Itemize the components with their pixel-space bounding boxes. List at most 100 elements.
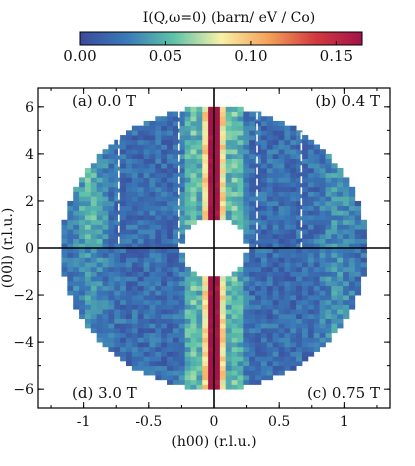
heatmap-cell — [190, 196, 197, 202]
heatmap-cell — [214, 285, 221, 291]
heatmap-cell — [214, 125, 221, 131]
heatmap-cell — [96, 191, 103, 197]
heatmap-cell — [114, 163, 121, 169]
heatmap-cell — [354, 252, 362, 258]
heatmap-cell — [84, 285, 92, 291]
heatmap-cell — [290, 248, 297, 254]
heatmap-cell — [243, 168, 250, 174]
heatmap-cell — [184, 313, 191, 319]
heatmap-cell — [196, 290, 203, 296]
heatmap-cell — [243, 365, 250, 371]
heatmap-cell — [202, 139, 209, 145]
heatmap-cell — [313, 299, 320, 305]
heatmap-cell — [290, 219, 297, 225]
heatmap-cell — [126, 210, 133, 216]
heatmap-cell — [290, 158, 297, 164]
heatmap-cell — [231, 116, 238, 122]
heatmap-cell — [167, 168, 174, 174]
heatmap-cell — [214, 342, 221, 348]
heatmap-cell — [337, 276, 344, 282]
heatmap-cell — [278, 337, 285, 343]
heatmap-cell — [161, 337, 168, 343]
heatmap-cell — [172, 375, 180, 381]
heatmap-cell — [260, 252, 268, 258]
heatmap-cell — [278, 342, 285, 348]
heatmap-cell — [231, 144, 238, 150]
heatmap-cell — [243, 200, 250, 207]
heatmap-cell — [196, 130, 203, 136]
heatmap-cell — [143, 163, 150, 169]
heatmap-cell — [278, 351, 285, 357]
heatmap-cell — [102, 318, 109, 324]
heatmap-cell — [143, 318, 150, 324]
heatmap-cell — [214, 182, 221, 188]
heatmap-cell — [260, 280, 268, 287]
heatmap-cell — [167, 370, 174, 376]
heatmap-cell — [278, 177, 285, 183]
heatmap-cell — [161, 290, 168, 296]
heatmap-cell — [278, 144, 285, 150]
heatmap-cell — [237, 332, 244, 338]
heatmap-cell — [114, 337, 121, 343]
heatmap-cell — [208, 172, 215, 178]
heatmap-cell — [131, 351, 139, 357]
heatmap-cell — [214, 168, 221, 174]
heatmap-cell — [143, 168, 150, 174]
heatmap-cell — [313, 304, 320, 310]
heatmap-cell — [102, 252, 109, 258]
heatmap-cell — [214, 276, 221, 282]
heatmap-cell — [325, 182, 332, 188]
heatmap-cell — [255, 158, 262, 164]
heatmap-cell — [208, 120, 215, 127]
heatmap-cell — [278, 266, 285, 272]
heatmap-cell — [67, 205, 74, 211]
heatmap-cell — [243, 182, 250, 188]
heatmap-cell — [184, 351, 191, 357]
heatmap-cell — [208, 144, 215, 150]
heatmap-cell — [172, 116, 180, 122]
heatmap-cell — [143, 351, 150, 357]
heatmap-cell — [296, 144, 303, 150]
heatmap-cell — [290, 168, 297, 174]
heatmap-cell — [108, 342, 115, 348]
heatmap-cell — [354, 215, 362, 221]
heatmap-cell — [114, 248, 121, 254]
heatmap-cell — [278, 149, 285, 155]
heatmap-cell — [214, 191, 221, 197]
heatmap-cell — [337, 262, 344, 268]
heatmap-cell — [172, 290, 180, 296]
heatmap-cell — [161, 177, 168, 183]
heatmap-cell — [237, 285, 244, 291]
heatmap-cell — [360, 257, 367, 263]
heatmap-cell — [172, 337, 180, 343]
heatmap-cell — [249, 313, 256, 319]
heatmap-cell — [208, 365, 215, 371]
heatmap-cell — [108, 323, 115, 329]
heatmap-cell — [84, 233, 92, 239]
heatmap-cell — [67, 280, 74, 287]
heatmap-cell — [296, 356, 303, 362]
heatmap-cell — [79, 177, 86, 183]
heatmap-cell — [137, 243, 144, 249]
heatmap-cell — [237, 342, 244, 348]
heatmap-cell — [196, 384, 203, 390]
heatmap-cell — [190, 332, 197, 338]
heatmap-cell — [131, 304, 139, 310]
heatmap-cell — [337, 257, 344, 263]
heatmap-cell — [302, 356, 309, 362]
heatmap-cell — [278, 196, 285, 202]
heatmap-cell — [184, 205, 191, 211]
heatmap-cell — [102, 168, 109, 174]
heatmap-cell — [225, 196, 232, 202]
heatmap-cell — [96, 163, 103, 169]
heatmap-cell — [266, 233, 274, 239]
heatmap-cell — [155, 299, 162, 305]
heatmap-cell — [96, 257, 103, 263]
heatmap-cell — [302, 248, 309, 254]
y-tick-label: 4 — [25, 147, 34, 163]
heatmap-cell — [155, 332, 162, 338]
heatmap-cell — [343, 304, 350, 310]
heatmap-cell — [126, 252, 133, 258]
heatmap-cell — [184, 360, 191, 367]
heatmap-cell — [260, 182, 268, 188]
